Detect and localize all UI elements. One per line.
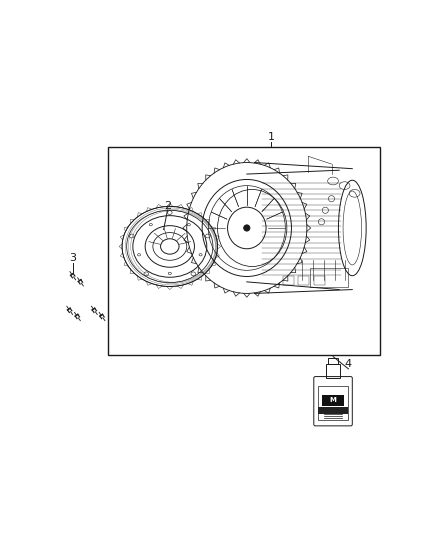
Bar [298, 276, 309, 285]
Text: M: M [330, 398, 336, 403]
Bar [318, 407, 349, 414]
Bar [314, 276, 325, 285]
Ellipse shape [244, 225, 250, 231]
Bar [322, 395, 344, 406]
Text: 4: 4 [345, 359, 352, 369]
Bar [310, 268, 349, 287]
Text: 3: 3 [69, 253, 76, 263]
Bar [318, 386, 349, 421]
Text: 1: 1 [268, 132, 275, 142]
Bar [283, 276, 294, 285]
Bar [328, 358, 339, 364]
Text: 2: 2 [164, 201, 171, 212]
Bar [108, 147, 380, 355]
Bar [326, 364, 340, 378]
